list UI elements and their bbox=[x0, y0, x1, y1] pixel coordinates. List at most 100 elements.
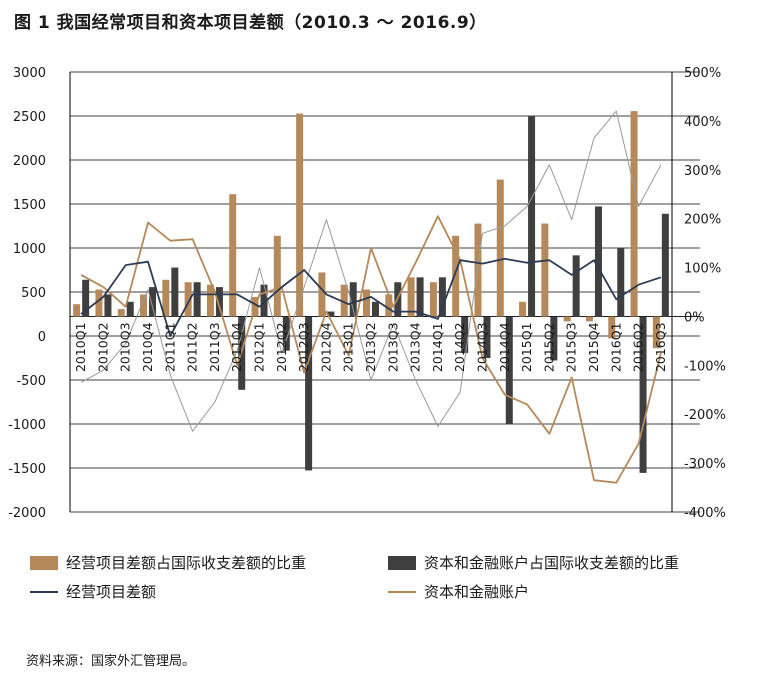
bar-capital-ratio bbox=[661, 213, 669, 317]
left-tick-label: 3000 bbox=[13, 66, 46, 81]
bar-capital-ratio bbox=[617, 248, 625, 317]
bar-capital-ratio bbox=[528, 116, 536, 317]
bar-current-ratio bbox=[541, 223, 549, 317]
category-label: 2011Q2 bbox=[185, 322, 200, 372]
bar-capital-ratio bbox=[327, 311, 335, 317]
category-label: 2015Q3 bbox=[564, 322, 579, 372]
right-tick-label: -100% bbox=[684, 359, 726, 374]
category-label: 2013Q4 bbox=[408, 322, 423, 372]
bar-capital-ratio bbox=[416, 277, 424, 317]
bar-current-ratio bbox=[184, 282, 192, 317]
bar-capital-ratio bbox=[349, 282, 357, 317]
bar-capital-ratio bbox=[372, 301, 379, 317]
bar-current-ratio bbox=[229, 194, 237, 317]
line-capital-account bbox=[80, 215, 662, 484]
bar-capital-ratio bbox=[171, 267, 179, 317]
right-tick-label: 300% bbox=[684, 164, 721, 179]
bar-capital-ratio bbox=[305, 316, 313, 471]
bar-capital-ratio bbox=[282, 316, 290, 351]
bar-current-ratio bbox=[140, 294, 148, 317]
category-label: 2010Q3 bbox=[118, 322, 133, 372]
bar-capital-ratio bbox=[260, 284, 268, 317]
category-label: 2015Q4 bbox=[586, 322, 601, 372]
bar-capital-ratio bbox=[438, 277, 446, 317]
category-label: 2012Q2 bbox=[274, 322, 289, 372]
right-tick-label: -200% bbox=[684, 408, 726, 423]
bar-current-ratio bbox=[95, 289, 103, 317]
bar-current-ratio bbox=[585, 316, 593, 322]
category-label: 2014Q2 bbox=[452, 322, 467, 372]
left-tick-label: 2000 bbox=[13, 154, 46, 169]
category-label: 2015Q1 bbox=[519, 322, 534, 372]
category-label: 2013Q3 bbox=[385, 322, 400, 372]
bar-current-ratio bbox=[273, 235, 281, 317]
right-tick-label: 0% bbox=[684, 310, 705, 325]
left-tick-label: 2500 bbox=[13, 110, 46, 125]
bar-current-ratio bbox=[407, 277, 415, 317]
bar-current-ratio bbox=[652, 316, 660, 349]
left-tick-label: -2000 bbox=[8, 506, 46, 521]
bar-series bbox=[73, 111, 669, 473]
category-label: 2012Q4 bbox=[318, 322, 333, 372]
category-label: 2011Q3 bbox=[207, 322, 222, 372]
right-tick-label: 500% bbox=[684, 66, 721, 81]
bar-capital-ratio bbox=[594, 206, 602, 317]
category-label: 2014Q1 bbox=[430, 322, 445, 372]
tick-labels: 3000 2500 2000 1500 1000 500 0 -500 -1000 -1500 -2… bbox=[8, 66, 726, 521]
bar-capital-ratio bbox=[193, 282, 201, 317]
bar-capital-ratio bbox=[572, 255, 580, 317]
bar-current-ratio bbox=[630, 111, 638, 317]
bar-current-ratio bbox=[474, 223, 482, 317]
category-label: 2016Q2 bbox=[631, 322, 646, 372]
line-series bbox=[80, 110, 662, 484]
bar-capital-ratio bbox=[505, 316, 513, 424]
chart-title: 图 1 我国经常项目和资本项目差额（2010.3 〜 2016.9） bbox=[14, 13, 487, 33]
category-label: 2012Q1 bbox=[252, 322, 267, 372]
right-tick-label: -400% bbox=[684, 506, 726, 521]
left-tick-label: -500 bbox=[16, 374, 46, 389]
left-tick-label: 1000 bbox=[13, 242, 46, 257]
axes bbox=[69, 72, 673, 512]
bar-capital-ratio bbox=[639, 316, 647, 473]
left-tick-label: -1500 bbox=[8, 462, 46, 477]
bar-capital-ratio bbox=[461, 316, 469, 354]
bar-current-ratio bbox=[296, 113, 304, 317]
bar-capital-ratio bbox=[104, 294, 112, 317]
bar-current-ratio bbox=[363, 289, 370, 317]
bar-capital-ratio bbox=[215, 287, 223, 317]
category-label: 2013Q2 bbox=[363, 322, 378, 372]
bar-current-ratio bbox=[206, 284, 214, 317]
category-label: 2016Q1 bbox=[608, 322, 623, 372]
line-thin-grey bbox=[80, 110, 662, 432]
bar-current-ratio bbox=[496, 179, 504, 317]
category-label: 2010Q1 bbox=[73, 322, 88, 372]
bar-current-ratio bbox=[608, 316, 616, 339]
category-label: 2012Q3 bbox=[296, 322, 311, 372]
category-label: 2010Q4 bbox=[140, 322, 155, 372]
right-tick-label: 100% bbox=[684, 262, 721, 277]
left-tick-label: 0 bbox=[38, 330, 46, 345]
source-note: 资料来源：国家外汇管理局。 bbox=[26, 654, 196, 669]
left-tick-label: -1000 bbox=[8, 418, 46, 433]
category-label: 2015Q2 bbox=[541, 322, 556, 372]
bar-current-ratio bbox=[73, 304, 81, 317]
right-tick-label: 400% bbox=[684, 115, 721, 130]
left-tick-label: 1500 bbox=[13, 198, 46, 213]
category-label: 2010Q2 bbox=[95, 322, 110, 372]
bar-capital-ratio bbox=[82, 279, 90, 317]
category-label: 2016Q3 bbox=[653, 322, 668, 372]
bar-current-ratio bbox=[452, 235, 460, 317]
bar-current-ratio bbox=[318, 272, 326, 317]
bar-current-ratio bbox=[117, 309, 125, 317]
right-tick-label: -300% bbox=[684, 457, 726, 472]
bar-capital-ratio bbox=[126, 301, 134, 317]
category-label: 2011Q1 bbox=[162, 322, 177, 372]
bar-capital-ratio bbox=[550, 316, 558, 361]
bar-capital-ratio bbox=[483, 316, 491, 358]
bar-current-ratio bbox=[519, 301, 527, 317]
bar-current-ratio bbox=[162, 279, 170, 317]
left-tick-label: 500 bbox=[21, 286, 46, 301]
bar-current-ratio bbox=[429, 282, 437, 317]
bar-current-ratio bbox=[563, 316, 571, 322]
